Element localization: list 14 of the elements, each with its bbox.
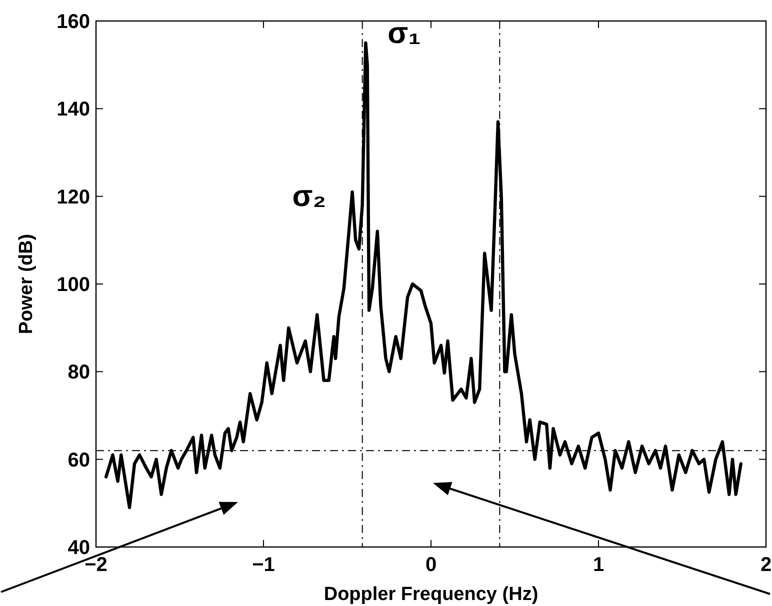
annotation: σ₁ [388, 16, 421, 50]
x-tick-label: 2 [760, 554, 772, 576]
annotation: σ₂ [292, 180, 326, 213]
y-tick-label: 100 [56, 274, 90, 296]
y-axis-title: Power (dB) [16, 234, 37, 334]
y-tick-label: 80 [68, 362, 90, 384]
y-tick-label: 120 [56, 186, 90, 208]
y-tick-label: 60 [68, 449, 90, 472]
x-tick-label: 0 [425, 554, 437, 576]
x-axis-title: Doppler Frequency (Hz) [324, 584, 538, 605]
x-tick-label: 1 [592, 554, 604, 576]
y-tick-label: 140 [56, 98, 90, 121]
y-tick-label: 160 [56, 11, 90, 33]
x-tick-label: −1 [252, 554, 275, 576]
